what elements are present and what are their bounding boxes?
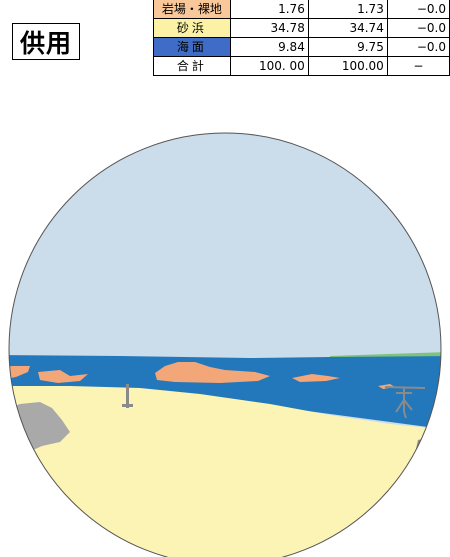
fisheye-boundary bbox=[8, 132, 442, 557]
legend-cat-total: 合計 bbox=[153, 56, 231, 76]
legend-row-total: 合計 100. 00 100.00 − bbox=[153, 56, 450, 76]
rock-island bbox=[155, 362, 270, 383]
legend-cat-sand: 砂浜 bbox=[153, 18, 231, 38]
pole-base bbox=[122, 404, 133, 407]
pole-structure bbox=[126, 384, 129, 408]
sea-area bbox=[9, 355, 441, 430]
rock-left bbox=[9, 366, 30, 380]
tree-trunk bbox=[403, 411, 407, 419]
legend-value-before: 100. 00 bbox=[229, 56, 309, 76]
legend-row-sea: 海面 9.84 9.75 −0.0 bbox=[153, 37, 450, 57]
legend-container: 岩場・裸地 1.76 1.73 −0.0 砂浜 34.78 34.74 −0.0… bbox=[0, 0, 450, 90]
legend-value-diff: − bbox=[386, 56, 450, 76]
shadow-patch bbox=[0, 440, 8, 448]
legend-row-sand: 砂浜 34.78 34.74 −0.0 bbox=[153, 18, 450, 38]
rock-right bbox=[292, 374, 340, 382]
legend-cat-sea: 海面 bbox=[153, 37, 231, 57]
usage-label: 供用 bbox=[12, 23, 80, 60]
legend-value-after: 9.75 bbox=[307, 37, 388, 57]
legend-value-diff: −0.0 bbox=[386, 0, 450, 19]
legend-row-rock: 岩場・裸地 1.76 1.73 −0.0 bbox=[153, 0, 450, 19]
rock-left-2 bbox=[38, 370, 88, 383]
legend-value-before: 34.78 bbox=[229, 18, 309, 38]
tree-structure bbox=[384, 386, 426, 413]
legend-value-diff: −0.0 bbox=[386, 37, 450, 57]
sand-beach bbox=[9, 386, 441, 557]
legend-cat-rock: 岩場・裸地 bbox=[153, 0, 231, 19]
legend-table: 岩場・裸地 1.76 1.73 −0.0 砂浜 34.78 34.74 −0.0… bbox=[153, 0, 450, 76]
